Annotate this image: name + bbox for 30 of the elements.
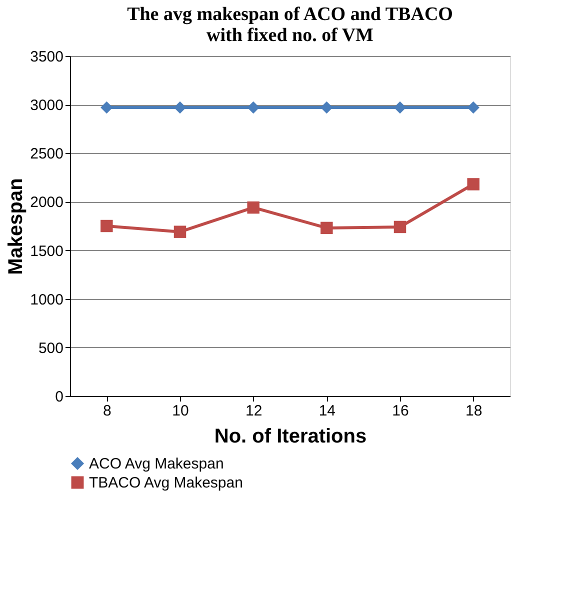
point [467, 178, 480, 190]
y-tick-label: 1000 [30, 291, 64, 308]
point [320, 222, 333, 234]
y-tick-label: 3000 [30, 97, 64, 114]
text: The avg makespan of ACO and TBACO [127, 4, 453, 25]
legend-label: ACO Avg Makespan [89, 456, 224, 472]
y-tick-label: 2000 [30, 194, 64, 212]
point [394, 220, 406, 234]
y-tick-label: 1500 [30, 242, 64, 260]
y-tick-label: 0 [55, 388, 64, 406]
point [247, 101, 260, 114]
point [100, 101, 113, 114]
point [100, 220, 113, 232]
point [174, 226, 186, 238]
legend-label: TBACO Avg Makespan [89, 474, 243, 492]
x-tick-label: 8 [102, 402, 112, 420]
x-tick-label: 14 [318, 402, 336, 420]
x-tick-label: 18 [465, 402, 482, 420]
x-axis-title: No. of Iterations [214, 426, 367, 448]
y-axis-title: Makespan [5, 178, 28, 275]
x-tick-label: 10 [172, 402, 189, 420]
y-tick-label: 3500 [30, 48, 64, 66]
x-tick-label: 16 [392, 402, 409, 420]
point [320, 101, 333, 114]
point [247, 201, 260, 214]
text: with fixed no. of VM [206, 25, 374, 46]
x-tick-label: 12 [245, 402, 262, 420]
point [467, 101, 480, 114]
y-tick-label: 2500 [30, 146, 64, 163]
y-tick-label: 500 [38, 340, 64, 357]
